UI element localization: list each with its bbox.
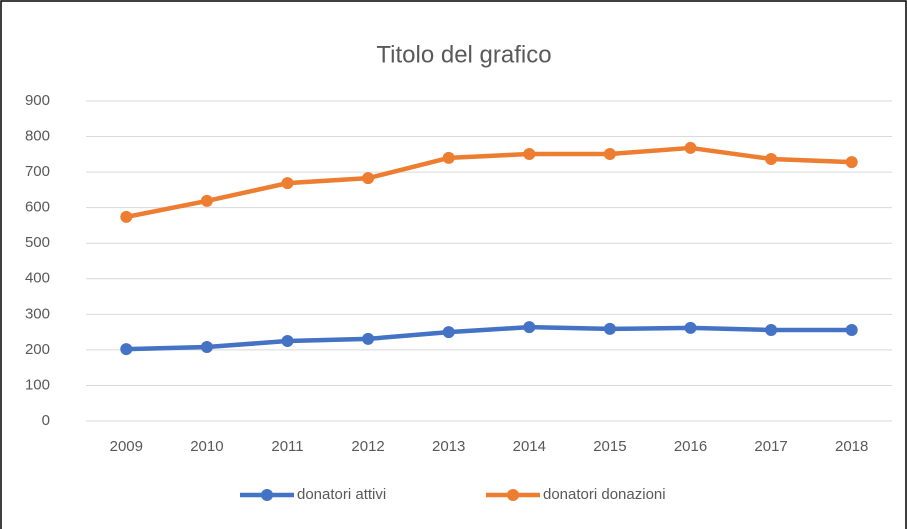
point (442, 326, 455, 339)
point (362, 172, 375, 185)
point (684, 321, 697, 334)
legend-marker (261, 489, 273, 501)
point (523, 147, 536, 160)
point (765, 152, 778, 165)
y-tick-label: 900 (25, 92, 50, 109)
point (603, 147, 616, 160)
y-tick-label: 0 (42, 412, 50, 429)
y-tick-label: 200 (25, 341, 50, 358)
y-tick-label: 800 (25, 128, 50, 145)
x-tick-label: 2016 (674, 438, 707, 455)
y-tick-label: 600 (25, 199, 50, 216)
x-tick-label: 2010 (190, 438, 223, 455)
chart-title: Titolo del grafico (376, 41, 551, 68)
legend-label: donatori attivi (297, 486, 386, 503)
x-tick-label: 2018 (835, 438, 868, 455)
x-tick-label: 2009 (110, 438, 143, 455)
point (684, 141, 697, 154)
x-tick-label: 2011 (271, 438, 303, 455)
point (120, 210, 133, 223)
legend-marker (507, 489, 519, 501)
x-tick-label: 2012 (351, 438, 384, 455)
point (523, 321, 536, 334)
point (442, 151, 455, 164)
point (200, 194, 213, 207)
y-tick-label: 100 (25, 376, 50, 393)
point (845, 156, 858, 169)
point (281, 335, 294, 347)
x-tick-label: 2014 (513, 438, 546, 455)
series-line (125, 145, 852, 220)
point (362, 332, 375, 345)
x-tick-label: 2015 (593, 438, 626, 455)
y-tick-label: 700 (25, 163, 50, 180)
point (845, 323, 858, 336)
point (281, 177, 294, 190)
y-tick-label: 400 (25, 270, 50, 287)
y-tick-label: 500 (25, 234, 50, 251)
point (200, 341, 213, 354)
x-tick-label: 2017 (754, 438, 787, 455)
point (765, 323, 778, 336)
x-tick-label: 2013 (432, 438, 465, 455)
point (603, 322, 616, 335)
point (120, 343, 133, 356)
legend-label: donatori donazioni (543, 486, 666, 503)
y-tick-label: 300 (25, 305, 50, 322)
series-line (126, 324, 852, 352)
